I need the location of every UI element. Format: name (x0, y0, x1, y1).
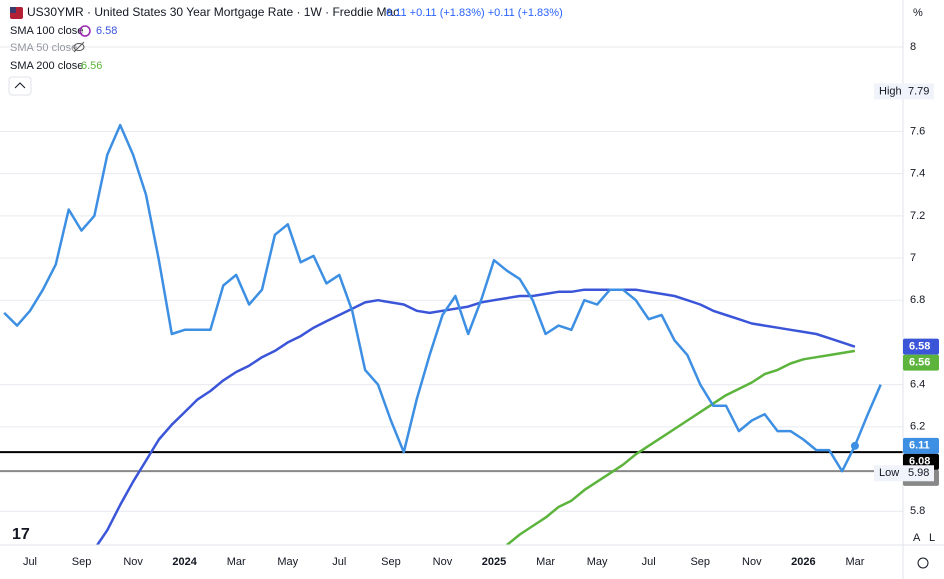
scale-button[interactable]: % (913, 7, 923, 19)
price-badge (903, 354, 939, 371)
y-tick-label: 7.2 (910, 210, 925, 222)
x-tick-label: 2025 (482, 556, 506, 568)
indicator-value: 6.58 (96, 25, 117, 37)
y-tick-label: 6.2 (910, 421, 925, 433)
logo: 17 (12, 526, 30, 543)
indicator-value: 6.56 (81, 60, 102, 72)
x-tick-label: Jul (23, 556, 37, 568)
x-tick-label: Nov (433, 556, 453, 568)
scale-button[interactable]: A (913, 532, 921, 544)
flag-icon-canton (10, 7, 16, 13)
y-tick-label: 5.8 (910, 505, 925, 517)
badge-value: 5.98 (908, 467, 929, 479)
collapse-button[interactable] (8, 76, 32, 96)
collapse-icon (14, 82, 26, 89)
x-tick-label: Mar (845, 556, 864, 568)
x-tick-label: Mar (227, 556, 246, 568)
x-tick-label: Jul (642, 556, 656, 568)
y-tick-label: 6.8 (910, 294, 925, 306)
badge-value: 6.11 (909, 440, 930, 452)
x-tick-label: May (587, 556, 608, 568)
x-tick-label: May (277, 556, 298, 568)
hidden-icon[interactable] (73, 41, 85, 53)
series-line (506, 349, 856, 545)
x-tick-label: 2026 (791, 556, 815, 568)
current-point (850, 441, 859, 450)
y-tick-label: 7.6 (910, 125, 925, 137)
badge-value: 6.08 (909, 456, 930, 468)
indicator-name[interactable]: SMA 100 close (10, 25, 83, 37)
series-line (95, 288, 856, 545)
badge-label: Low (879, 467, 899, 479)
x-tick-label: Nov (123, 556, 143, 568)
y-tick-label: 8 (910, 41, 916, 53)
badge-label: High (879, 85, 902, 97)
quote: 6.11 +0.11 (+1.83%) +0.11 (+1.83%) (386, 7, 563, 19)
price-badge (903, 338, 939, 355)
badge-value: 6.58 (909, 341, 930, 353)
x-tick-label: Sep (72, 556, 92, 568)
price-badge (874, 465, 934, 482)
x-tick-label: Mar (536, 556, 555, 568)
indicator-icon[interactable] (79, 25, 91, 37)
settings-icon[interactable] (917, 557, 929, 569)
y-tick-label: 6.4 (910, 379, 925, 391)
badge-value: 6.56 (909, 357, 930, 369)
y-tick-label: 7.4 (910, 168, 925, 180)
chart-title: US30YMR · United States 30 Year Mortgage… (27, 5, 399, 19)
series-line (3, 123, 882, 473)
scale-button[interactable]: L (929, 532, 935, 544)
price-badge (874, 83, 934, 100)
x-tick-label: Sep (381, 556, 401, 568)
price-badge (903, 437, 939, 454)
x-tick-label: Sep (690, 556, 710, 568)
x-tick-label: 2024 (172, 556, 197, 568)
x-tick-label: Nov (742, 556, 762, 568)
y-tick-label: 7 (910, 252, 916, 264)
indicator-name[interactable]: SMA 200 close (10, 60, 83, 72)
x-tick-label: Jul (332, 556, 346, 568)
badge-value: 7.79 (908, 85, 929, 97)
indicator-name[interactable]: SMA 50 close (10, 42, 77, 54)
